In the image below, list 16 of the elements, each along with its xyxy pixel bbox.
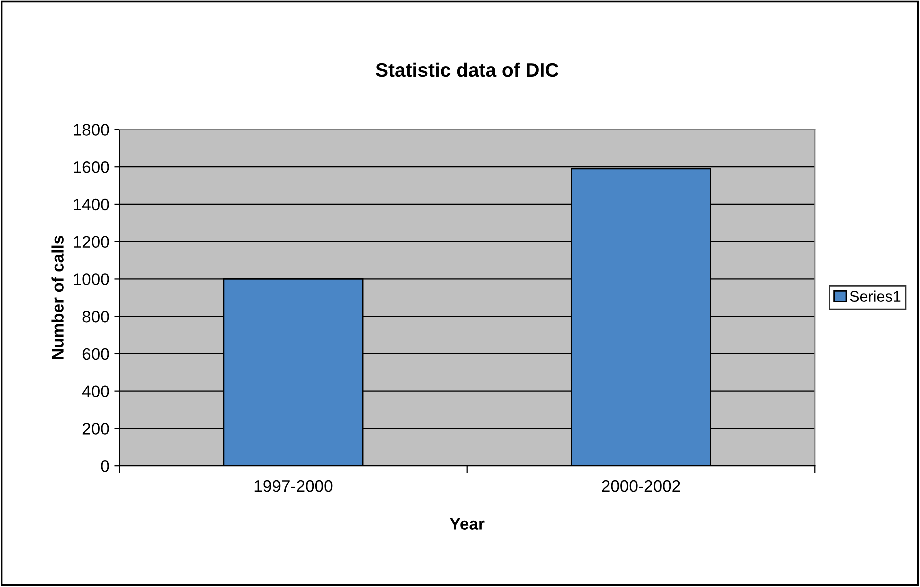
- y-tick-label: 1200: [74, 236, 110, 248]
- y-tick-label: 1000: [74, 274, 110, 286]
- x-tick-label: 1997-2000: [254, 480, 333, 492]
- legend-label: Series1: [850, 290, 901, 302]
- y-tick-label: 600: [82, 348, 110, 360]
- y-tick-label: 800: [82, 310, 110, 323]
- x-tick-label: 2000-2002: [602, 480, 680, 492]
- y-tick-label: 400: [82, 386, 110, 398]
- y-tick-label: 1600: [74, 162, 110, 174]
- y-tick-label: 0: [101, 460, 110, 472]
- chart-title: Statistic data of DIC: [376, 62, 559, 78]
- y-tick-label: 1400: [74, 198, 110, 211]
- x-axis-title: Year: [450, 518, 485, 530]
- y-tick-label: 1800: [74, 124, 110, 136]
- y-tick-label: 200: [82, 423, 110, 435]
- y-axis-title: Number of calls: [52, 236, 64, 360]
